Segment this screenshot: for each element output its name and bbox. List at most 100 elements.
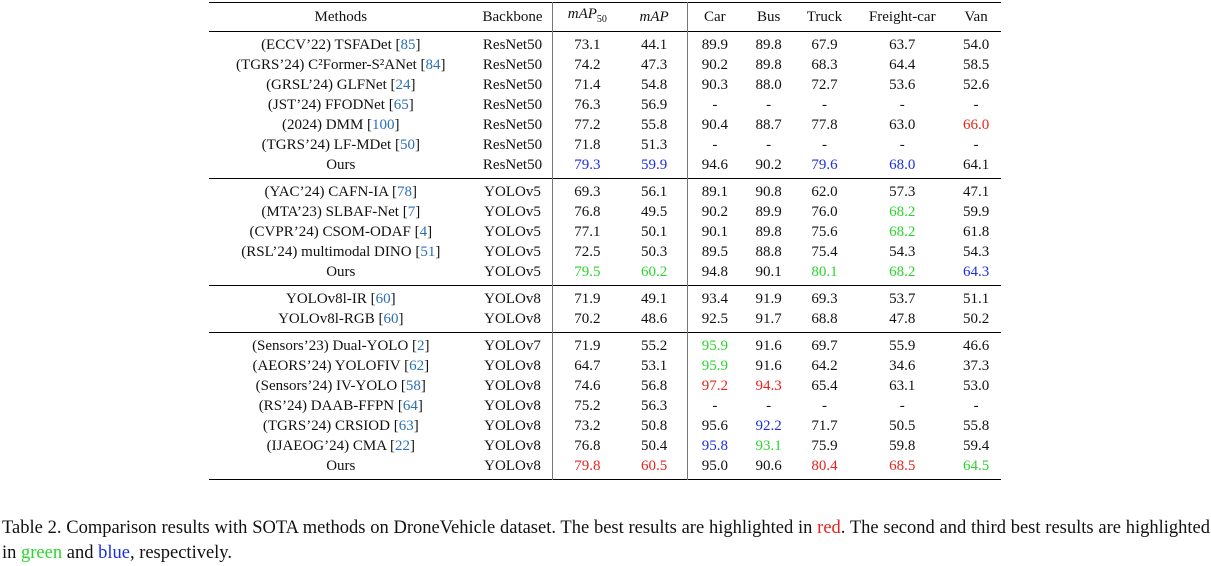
bus-cell: 91.6	[755, 337, 782, 354]
car-cell: 94.8	[701, 263, 728, 280]
citation-link[interactable]: 85	[400, 36, 416, 53]
map50-cell: 64.7	[574, 357, 601, 374]
backbone-cell: YOLOv5	[472, 262, 554, 286]
citation-link[interactable]: 51	[420, 243, 436, 260]
bus-cell: 89.9	[755, 203, 782, 220]
car-cell: 89.1	[701, 183, 728, 200]
map50-cell: 71.8	[574, 136, 601, 153]
citation-link[interactable]: 60	[375, 290, 391, 307]
method-cell: (GRSL’24) GLFNet [24]	[266, 76, 416, 93]
header-map: mAP	[621, 2, 688, 32]
freight-car-cell: 63.1	[889, 377, 916, 394]
freight-car-cell: 34.6	[889, 357, 916, 374]
caption-part1: Table 2. Comparison results with SOTA me…	[2, 518, 818, 538]
freight-car-cell: 47.8	[889, 310, 916, 327]
truck-cell: 80.1	[811, 263, 838, 280]
freight-car-cell: -	[899, 397, 905, 414]
citation-link[interactable]: 58	[405, 377, 421, 394]
map-cell: 60.2	[621, 262, 688, 286]
freight-car-cell: 64.4	[889, 56, 916, 73]
truck-cell: 69.7	[811, 337, 838, 354]
map-cell: 59.9	[621, 155, 688, 179]
van-cell: 52.6	[962, 76, 990, 93]
map50-cell: 71.4	[574, 76, 601, 93]
map-cell: 51.3	[621, 135, 688, 155]
method-name: (JST’24) FFODNet	[267, 96, 389, 113]
table-row: (Sensors’23) Dual-YOLO [2] YOLOv7 71.9 55.2…	[209, 332, 1001, 356]
method-cell: Ours	[209, 155, 473, 179]
citation-link[interactable]: 50	[399, 136, 415, 153]
method-cell: (Sensors’23) Dual-YOLO [2]	[252, 337, 430, 354]
table-row: (2024) DMM [100] ResNet50 77.2 55.8 90.4 88.7…	[209, 115, 1001, 135]
car-cell: 90.2	[701, 203, 728, 220]
bus-cell: -	[766, 136, 772, 153]
method-name: YOLOv8l-RGB	[278, 310, 379, 327]
citation-link[interactable]: 100	[372, 116, 395, 133]
freight-car-cell: 54.3	[889, 243, 916, 260]
citation-link[interactable]: 65	[393, 96, 409, 113]
citation-link[interactable]: 22	[394, 437, 410, 454]
backbone-cell: ResNet50	[472, 31, 554, 55]
bus-cell: 90.6	[755, 457, 782, 474]
van-cell: 54.3	[962, 243, 990, 260]
method-name: (TGRS’24) LF-MDet	[261, 136, 395, 153]
map50-cell: 77.2	[574, 116, 601, 133]
caption-part2: . The second and third best results are …	[2, 518, 1210, 563]
van-cell: 54.0	[962, 36, 990, 53]
citation-link[interactable]: 63	[398, 417, 414, 434]
caption-part3: , respectively.	[129, 543, 232, 563]
header-row: Methods Backbone mAP50 mAP Car Bus Truck…	[209, 2, 1001, 32]
citation-link[interactable]: 4	[419, 223, 428, 240]
van-cell: 55.8	[962, 417, 990, 434]
truck-cell: 62.0	[811, 183, 838, 200]
method-cell: (TGRS’24) CRSIOD [63]	[262, 417, 419, 434]
bus-cell: 91.9	[755, 290, 782, 307]
citation-link[interactable]: 2	[417, 337, 425, 354]
method-name: Ours	[326, 263, 356, 280]
method-name: (AEORS’24) YOLOFIV	[252, 357, 405, 374]
van-cell: 64.3	[962, 263, 990, 280]
map50-cell: 79.8	[574, 457, 601, 474]
method-cell: (AEORS’24) YOLOFIV [62]	[252, 357, 430, 374]
citation-link[interactable]: 84	[425, 56, 441, 73]
citation-link[interactable]: 78	[397, 183, 413, 200]
map-cell: 49.5	[621, 202, 688, 222]
method-cell: (RS’24) DAAB-FFPN [64]	[258, 397, 423, 414]
freight-car-cell: 68.2	[889, 203, 916, 220]
citation-link[interactable]: 64	[402, 397, 418, 414]
van-cell: 59.9	[962, 203, 990, 220]
truck-cell: 64.2	[811, 357, 838, 374]
van-cell: -	[973, 397, 979, 414]
truck-cell: 77.8	[811, 116, 838, 133]
van-cell: 59.4	[962, 437, 990, 454]
citation-link[interactable]: 24	[395, 76, 411, 93]
method-cell: (MTA’23) SLBAF-Net [7]	[261, 203, 421, 220]
freight-car-cell: 63.0	[889, 116, 916, 133]
map50-cell: 76.8	[574, 203, 601, 220]
truck-cell: 67.9	[811, 36, 838, 53]
car-cell: 95.0	[701, 457, 728, 474]
method-cell: (IJAEOG’24) CMA [22]	[266, 437, 415, 454]
method-name: (TGRS’24) CRSIOD	[262, 417, 394, 434]
method-cell: (TGRS’24) LF-MDet [50]	[261, 136, 420, 153]
bus-cell: 92.2	[755, 417, 782, 434]
truck-cell: 75.4	[811, 243, 838, 260]
truck-cell: 68.3	[811, 56, 838, 73]
citation-link[interactable]: 60	[383, 310, 399, 327]
car-cell: 89.5	[701, 243, 728, 260]
backbone-cell: YOLOv5	[472, 242, 554, 262]
table-row: (ECCV’22) TSFADet [85] ResNet50 73.1 44.1 89…	[209, 31, 1001, 55]
freight-car-cell: 53.7	[889, 290, 916, 307]
freight-car-cell: 68.5	[889, 457, 916, 474]
citation-link[interactable]: 7	[407, 203, 416, 220]
bus-cell: -	[766, 397, 772, 414]
freight-car-cell: 63.7	[889, 36, 916, 53]
table-row: YOLOv8l-RGB [60] YOLOv8 70.2 48.6 92.5 91.7 68…	[209, 309, 1001, 333]
map-cell: 50.8	[621, 416, 688, 436]
backbone-cell: YOLOv8	[472, 416, 554, 436]
van-cell: 51.1	[962, 290, 990, 307]
van-cell: 53.0	[962, 377, 990, 394]
truck-cell: 75.6	[811, 223, 838, 240]
method-cell: (YAC’24) CAFN-IA [78]	[264, 183, 418, 200]
citation-link[interactable]: 62	[409, 357, 425, 374]
